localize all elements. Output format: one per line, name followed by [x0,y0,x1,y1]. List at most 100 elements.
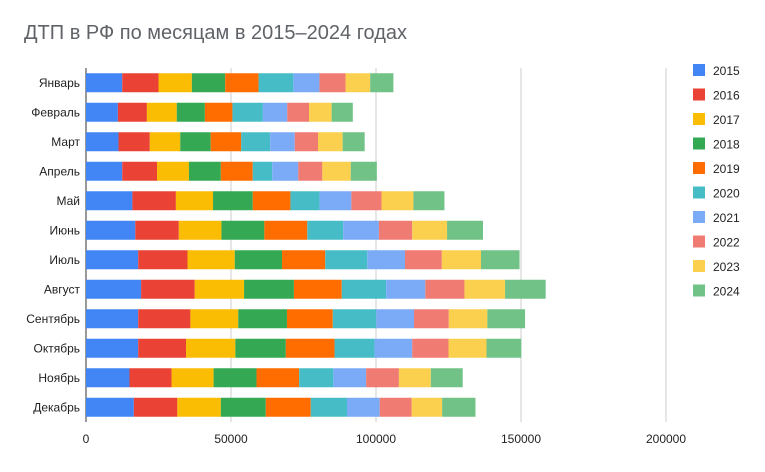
bar-segment [441,250,481,270]
bar-segment [186,338,236,358]
bar-segment [86,191,133,211]
bar-segment [413,309,449,329]
bar-segment [379,397,412,417]
bar-segment [122,73,159,93]
bar-segment [178,220,222,240]
bar-segment [204,102,233,122]
bar-segment [378,220,413,240]
bar-segment [122,161,158,181]
bar-segment [241,132,271,152]
bar-segment [347,397,380,417]
bar-segment [138,250,188,270]
chart-title: ДТП в РФ по месяцам в 2015–2024 годах [24,22,408,44]
bar-segment [366,368,399,388]
legend-swatch [693,88,705,101]
bar-segment [190,309,239,329]
category-label: Декабрь [33,400,80,414]
bar-segment [138,338,187,358]
category-label: Июнь [49,223,80,237]
bar-segment [176,102,205,122]
bar-segment [350,161,377,181]
bar-segment [244,279,294,299]
bar-segment [213,191,253,211]
bar-segment [188,161,221,181]
bar-segment [325,250,368,270]
bar-segment [86,161,123,181]
bar-segment [505,279,546,299]
bar-segment [343,220,379,240]
bar-segment [235,338,286,358]
legend-swatch [693,113,705,125]
bar-segment [298,161,323,181]
bar-segment [86,102,118,122]
bar-segment [290,191,320,211]
bar-segment [425,279,465,299]
bar-segment [86,368,130,388]
bar-segment [171,368,214,388]
bar-segment [117,102,147,122]
bar-segment [265,397,311,417]
category-label: Апрель [39,164,80,178]
category-label: Февраль [31,105,80,119]
bar-segment [264,220,308,240]
bar-segment [86,132,119,152]
legend-label: 2017 [713,113,740,127]
legend-label: 2024 [713,285,740,299]
bar-segment [299,368,334,388]
bar-segment [86,279,142,299]
bar-segment [213,368,257,388]
bar-segment [342,132,365,152]
bar-segment [398,368,431,388]
legend-swatch [693,284,705,297]
category-label: Ноябрь [38,371,80,385]
legend-label: 2018 [713,138,740,152]
bar-segment [331,102,353,122]
bar-segment [210,132,242,152]
bar-segment [286,309,333,329]
legend-label: 2019 [713,162,740,176]
bar-segment [318,132,343,152]
bar-segment [141,279,195,299]
legend-label: 2022 [713,236,740,250]
bar-segment [191,73,226,93]
bar-segment [149,132,181,152]
bar-segment [310,397,347,417]
category-label: Сентябрь [26,312,80,326]
bar-segment [234,250,283,270]
bar-segment [220,161,253,181]
category-label: Октябрь [33,341,80,355]
bar-segment [194,279,245,299]
x-tick-label: 100000 [356,432,396,446]
bar-segment [146,102,177,122]
legend-label: 2020 [713,187,740,201]
bar-segment [430,368,463,388]
bar-segment [294,132,318,152]
bar-segment [287,102,310,122]
bar-segment [370,73,394,93]
bar-segment [413,191,445,211]
bar-segment [270,132,295,152]
legend-swatch [693,137,705,150]
bar-segment [480,250,520,270]
legend-swatch [693,211,705,223]
bar-segment [133,397,178,417]
bar-segment [225,73,259,93]
bar-segment [486,338,522,358]
bar-segment [309,102,332,122]
bar-segment [334,338,375,358]
bar-segment [135,220,179,240]
bar-segment [86,73,123,93]
legend-label: 2021 [713,211,740,225]
bar-segment [86,250,139,270]
bar-segment [351,191,382,211]
bar-segment [272,161,299,181]
bar-segment [175,191,214,211]
bar-segment [252,191,291,211]
bar-segment [386,279,426,299]
bar-segment [86,309,139,329]
bar-segment [487,309,526,329]
bar-segment [332,309,377,329]
bar-segment [177,397,221,417]
bar-segment [232,102,263,122]
